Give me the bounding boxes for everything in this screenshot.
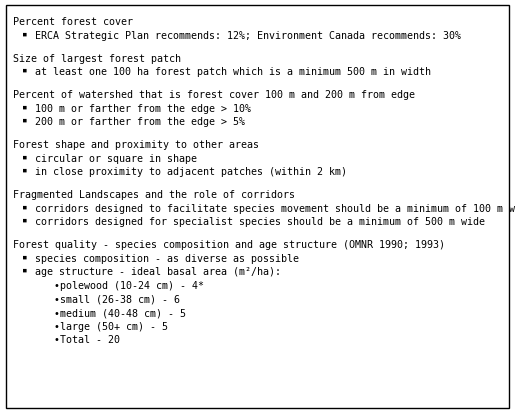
Text: •Total - 20: •Total - 20 xyxy=(54,335,120,345)
Text: •small (26-38 cm) - 6: •small (26-38 cm) - 6 xyxy=(54,294,180,304)
Text: at least one 100 ha forest patch which is a minimum 500 m in width: at least one 100 ha forest patch which i… xyxy=(35,67,431,77)
Text: Forest shape and proximity to other areas: Forest shape and proximity to other area… xyxy=(13,140,259,150)
Text: ▪: ▪ xyxy=(22,116,27,125)
Text: ▪: ▪ xyxy=(22,252,27,261)
Text: circular or square in shape: circular or square in shape xyxy=(35,154,197,164)
Text: Size of largest forest patch: Size of largest forest patch xyxy=(13,54,181,64)
Text: Forest quality - species composition and age structure (OMNR 1990; 1993): Forest quality - species composition and… xyxy=(13,240,445,250)
Text: ▪: ▪ xyxy=(22,216,27,225)
Text: •polewood (10-24 cm) - 4*: •polewood (10-24 cm) - 4* xyxy=(54,281,204,291)
Text: •medium (40-48 cm) - 5: •medium (40-48 cm) - 5 xyxy=(54,308,186,318)
Text: 100 m or farther from the edge > 10%: 100 m or farther from the edge > 10% xyxy=(35,104,251,114)
Text: ▪: ▪ xyxy=(22,166,27,175)
Text: in close proximity to adjacent patches (within 2 km): in close proximity to adjacent patches (… xyxy=(35,167,347,177)
Text: corridors designed for specialist species should be a minimum of 500 m wide: corridors designed for specialist specie… xyxy=(35,217,485,227)
Text: ▪: ▪ xyxy=(22,30,27,39)
Text: Percent forest cover: Percent forest cover xyxy=(13,17,133,27)
Text: 200 m or farther from the edge > 5%: 200 m or farther from the edge > 5% xyxy=(35,117,245,127)
Text: ▪: ▪ xyxy=(22,152,27,161)
Text: •large (50+ cm) - 5: •large (50+ cm) - 5 xyxy=(54,322,168,332)
Text: ERCA Strategic Plan recommends: 12%; Environment Canada recommends: 30%: ERCA Strategic Plan recommends: 12%; Env… xyxy=(35,31,461,41)
Text: ▪: ▪ xyxy=(22,202,27,211)
Text: corridors designed to facilitate species movement should be a minimum of 100 m w: corridors designed to facilitate species… xyxy=(35,204,515,214)
Text: age structure - ideal basal area (m²/ha):: age structure - ideal basal area (m²/ha)… xyxy=(35,267,281,277)
Text: ▪: ▪ xyxy=(22,266,27,275)
Text: ▪: ▪ xyxy=(22,66,27,75)
Text: species composition - as diverse as possible: species composition - as diverse as poss… xyxy=(35,254,299,263)
Text: ▪: ▪ xyxy=(22,102,27,112)
Text: Fragmented Landscapes and the role of corridors: Fragmented Landscapes and the role of co… xyxy=(13,190,295,200)
Text: Percent of watershed that is forest cover 100 m and 200 m from edge: Percent of watershed that is forest cove… xyxy=(13,90,415,100)
